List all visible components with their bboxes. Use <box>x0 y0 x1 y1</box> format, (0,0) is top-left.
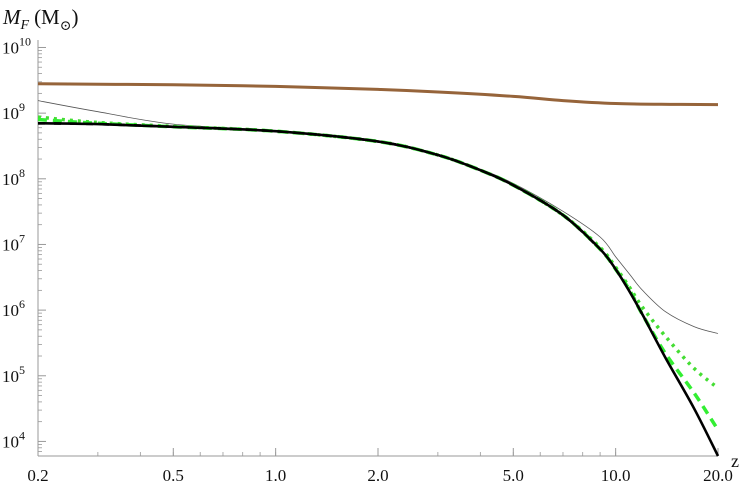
series-layer <box>37 82 720 457</box>
y-axis-label: MF (M⊙) <box>2 5 78 34</box>
x-tick-label: 20.0 <box>703 466 733 485</box>
y-axis-label-unit-sub: ⊙ <box>60 19 72 34</box>
x-tick-label: 0.2 <box>27 466 48 485</box>
y-tick-label: 1010 <box>2 34 31 57</box>
y-tick-label: 107 <box>2 231 25 254</box>
series-line-4 <box>37 117 720 431</box>
y-axis-label-sub: F <box>20 18 30 33</box>
x-tick-label: 5.0 <box>503 466 524 485</box>
x-tick-label: 1.0 <box>265 466 286 485</box>
series-line-1 <box>37 82 719 107</box>
series-line-3 <box>37 115 720 390</box>
axis-labels: MF (M⊙) z <box>2 5 739 471</box>
x-tick-label: 10.0 <box>601 466 631 485</box>
y-tick-label: 109 <box>2 100 25 123</box>
y-tick-label: 106 <box>2 297 25 320</box>
y-axis-label-unit-open: (M <box>34 5 60 29</box>
series-line-2 <box>37 100 719 334</box>
series-line-6 <box>37 122 601 251</box>
y-tick-label: 104 <box>2 428 25 451</box>
series-line-5 <box>37 122 720 457</box>
axes: 0.2 0.5 1.0 2.0 5.0 10.0 20.0 104 105 106 107 108 10… <box>2 34 733 485</box>
x-axis-label: z <box>731 451 739 471</box>
x-tick-label: 2.0 <box>367 466 388 485</box>
x-tick-label: 0.5 <box>163 466 184 485</box>
y-tick-label: 105 <box>2 363 25 386</box>
y-axis-label-main: M <box>2 5 22 29</box>
y-axis-label-unit-close: ) <box>71 5 78 29</box>
y-tick-label: 108 <box>2 166 25 189</box>
